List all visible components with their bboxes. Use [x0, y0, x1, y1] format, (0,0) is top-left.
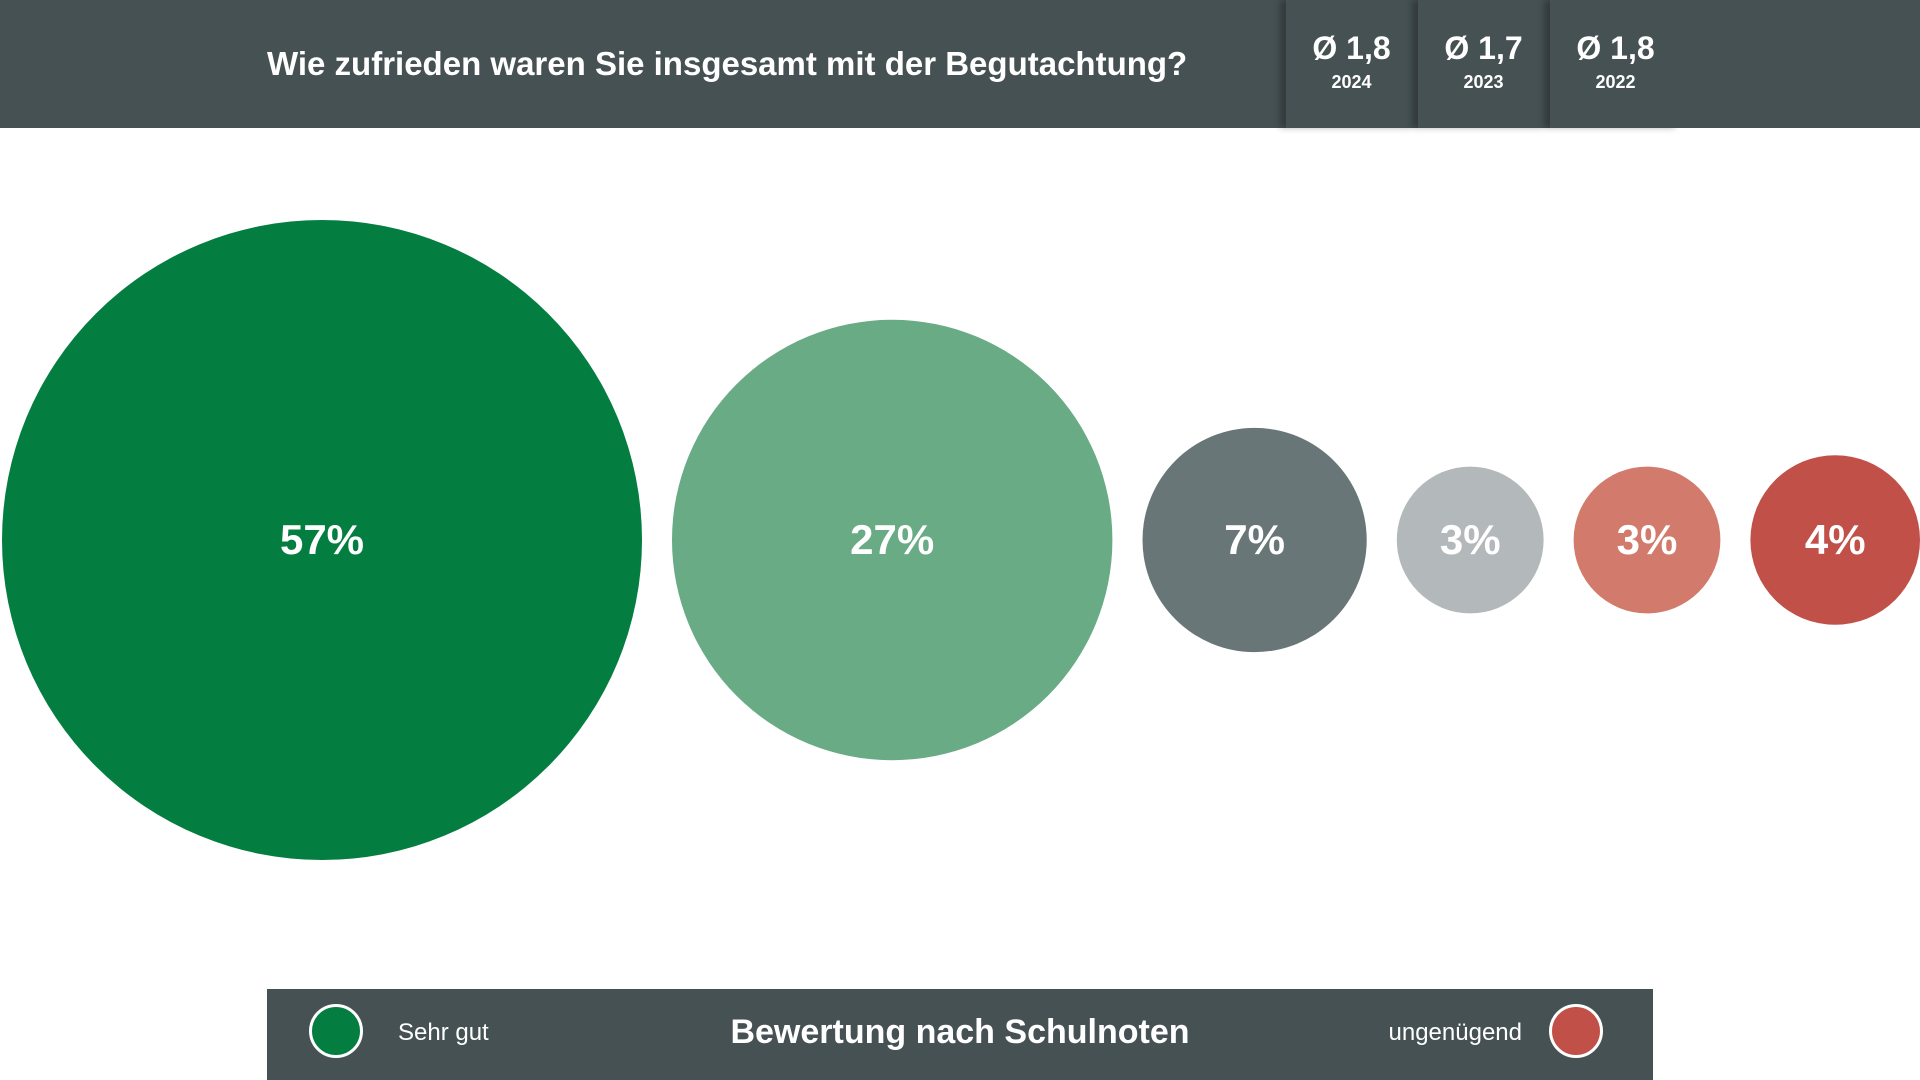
average-2024-box: Ø 1,8 2024 — [1286, 0, 1417, 128]
legend-ungenuegend-label: ungenügend — [1388, 1019, 1522, 1046]
average-2023-box: Ø 1,7 2023 — [1418, 0, 1549, 128]
bubble-label-4: 3% — [1440, 516, 1501, 563]
bubble-5 — [1573, 466, 1721, 614]
average-2024-value: Ø 1,8 — [1312, 30, 1391, 66]
bubble-1 — [2, 220, 642, 860]
average-2022-box: Ø 1,8 2022 — [1550, 0, 1681, 128]
bubble-2 — [672, 319, 1113, 761]
average-2023-value: Ø 1,7 — [1444, 30, 1523, 66]
bubble-4 — [1396, 466, 1544, 614]
bubble-label-6: 4% — [1805, 516, 1866, 563]
average-2022-value: Ø 1,8 — [1576, 30, 1655, 66]
legend-sehr-gut-label: Sehr gut — [398, 1019, 489, 1046]
average-2022-year: 2022 — [1595, 72, 1636, 92]
bubble-label-5: 3% — [1617, 516, 1678, 563]
legend-bar: Sehr gut Bewertung nach Schulnoten ungen… — [267, 989, 1653, 1080]
average-2023-year: 2023 — [1463, 72, 1504, 92]
header-bar: Wie zufrieden waren Sie insgesamt mit de… — [0, 0, 1920, 128]
average-2024-year: 2024 — [1331, 72, 1372, 92]
legend-title: Bewertung nach Schulnoten — [730, 1013, 1190, 1051]
bubble-label-1: 57% — [280, 516, 364, 563]
bubble-6 — [1750, 455, 1920, 625]
bubble-chart: 57% 27% 7% 3% 3% 4% — [2, 220, 1920, 860]
legend-sehr-gut-swatch — [309, 1004, 363, 1058]
legend-ungenuegend-swatch — [1549, 1004, 1603, 1058]
bubble-label-2: 27% — [850, 516, 934, 563]
question-title: Wie zufrieden waren Sie insgesamt mit de… — [267, 45, 1188, 82]
bubble-3 — [1142, 427, 1367, 653]
bubble-label-3: 7% — [1224, 516, 1285, 563]
